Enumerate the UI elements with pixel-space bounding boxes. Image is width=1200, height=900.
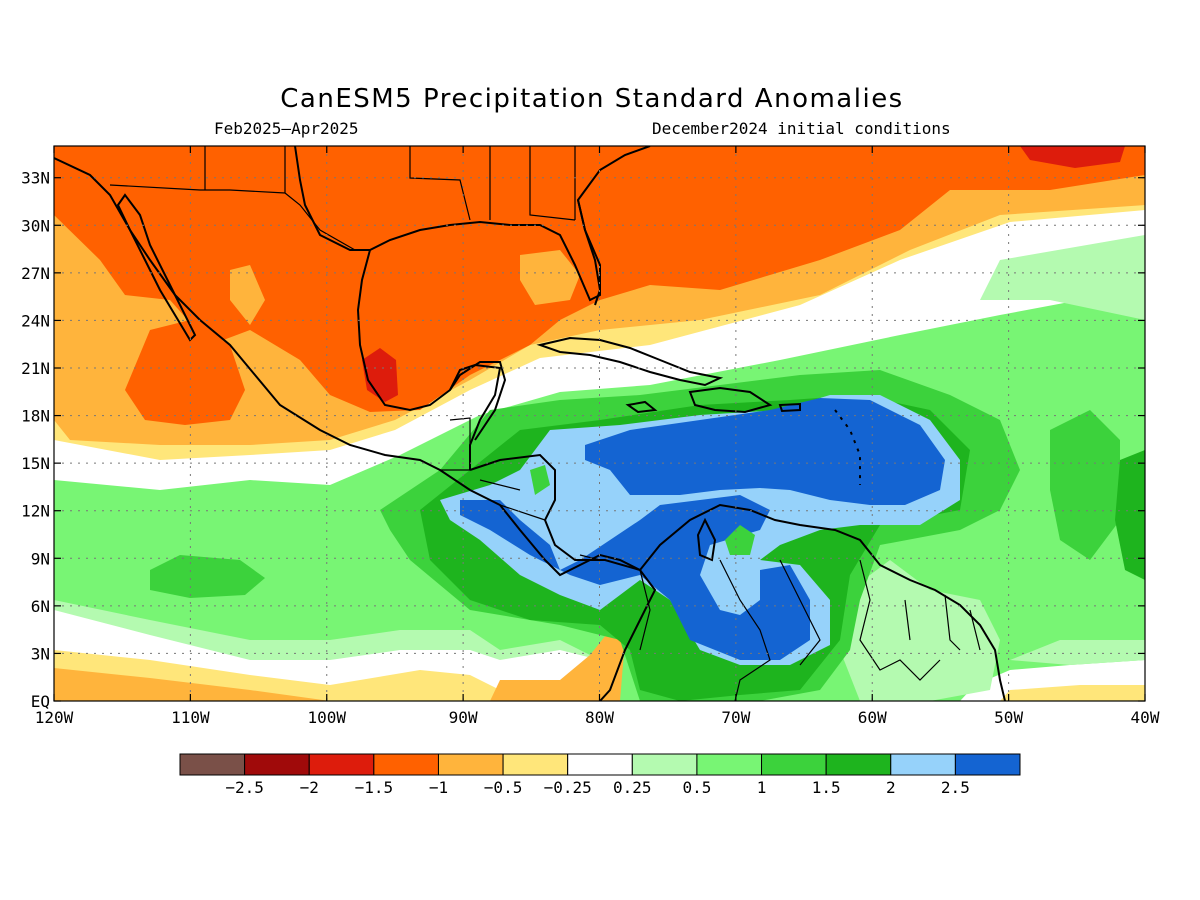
colorbar-swatch bbox=[696, 753, 763, 776]
lon-tick-label: 80W bbox=[585, 708, 614, 727]
field-blue-caribbean bbox=[460, 495, 810, 660]
lat-tick-label: 27N bbox=[21, 264, 50, 283]
colorbar-label: −2.5 bbox=[225, 778, 264, 797]
lat-tick-label: EQ bbox=[31, 692, 50, 711]
colorbar-label: 2.5 bbox=[941, 778, 970, 797]
coast-jamaica bbox=[625, 400, 658, 414]
colorbar: −2.5 −2 −1.5 −1 −0.5 −0.25 0.25 0.5 1 1.5 2 2.5 bbox=[179, 753, 1021, 797]
coast-florida bbox=[577, 199, 602, 306]
lon-tick-label: 60W bbox=[858, 708, 887, 727]
initial-conditions: December2024 initial conditions bbox=[652, 119, 951, 138]
colorbar-label: −1.5 bbox=[355, 778, 394, 797]
field-orange-mexico-west bbox=[125, 320, 245, 425]
lat-tick-label: 30N bbox=[21, 216, 50, 235]
lon-tick-label: 50W bbox=[994, 708, 1023, 727]
colorbar-label: −1 bbox=[429, 778, 448, 797]
lat-tick-label: 33N bbox=[21, 169, 50, 188]
colorbar-swatch bbox=[502, 753, 569, 776]
colorbar-swatch bbox=[954, 753, 1021, 776]
field-lightorange-gulf-1 bbox=[520, 250, 580, 305]
field-yellow-southeast bbox=[1000, 685, 1145, 701]
colorbar-label: −0.5 bbox=[484, 778, 523, 797]
colorbar-label: −0.25 bbox=[544, 778, 592, 797]
colorbar-label: 1.5 bbox=[812, 778, 841, 797]
field-blue-caribbean-north bbox=[585, 398, 945, 505]
lon-tick-label: 70W bbox=[721, 708, 750, 727]
colorbar-label: 2 bbox=[886, 778, 896, 797]
colorbar-swatch bbox=[890, 753, 956, 776]
colorbar-swatch bbox=[761, 753, 827, 776]
lat-tick-label: 21N bbox=[21, 359, 50, 378]
colorbar-swatch bbox=[179, 753, 246, 776]
field-green-atlantic-east bbox=[1050, 410, 1120, 560]
lat-tick-label: 3N bbox=[31, 644, 50, 663]
lon-tick-label: 110W bbox=[171, 708, 210, 727]
lat-tick-label: 24N bbox=[21, 311, 50, 330]
field-lightorange-mexico bbox=[230, 265, 265, 325]
coast-maracaibo bbox=[696, 517, 717, 562]
field-lightgreen-southeast bbox=[1010, 640, 1145, 665]
chart-title: CanESM5 Precipitation Standard Anomalies bbox=[280, 84, 904, 114]
field-lightorange-south-2 bbox=[490, 630, 625, 701]
colorbar-swatch bbox=[825, 753, 892, 776]
lon-tick-label: 90W bbox=[449, 708, 478, 727]
field-darkgreen-atlantic-east bbox=[1115, 450, 1145, 580]
lat-tick-label: 6N bbox=[31, 597, 50, 616]
colorbar-swatch bbox=[244, 753, 310, 776]
latitude-axis: 33N 30N 27N 24N 21N 18N 15N 12N 9N 6N 3N EQ bbox=[21, 169, 1145, 711]
lat-tick-label: 12N bbox=[21, 502, 50, 521]
coast-central-america-east bbox=[469, 453, 641, 571]
coast-cuba bbox=[536, 336, 724, 387]
border-central-america bbox=[440, 417, 601, 561]
colorbar-label: 0.5 bbox=[682, 778, 711, 797]
border-us-states bbox=[204, 146, 576, 221]
coast-south-america-north bbox=[639, 503, 1006, 701]
graticule bbox=[54, 146, 1145, 701]
forecast-period: Feb2025–Apr2025 bbox=[214, 119, 359, 138]
lat-tick-label: 9N bbox=[31, 549, 50, 568]
coastlines bbox=[54, 146, 1006, 701]
colorbar-swatch bbox=[373, 753, 439, 776]
coast-yucatan bbox=[449, 361, 507, 441]
longitude-axis: 120W 110W 100W 90W 80W 70W 60W 50W 40W bbox=[35, 146, 1160, 727]
colorbar-swatch bbox=[631, 753, 698, 776]
border-south-america bbox=[639, 559, 981, 701]
field-green-pacific bbox=[150, 555, 265, 598]
field-lightgreen-guiana bbox=[840, 560, 1000, 701]
field-green-patch-venezuela bbox=[725, 525, 755, 555]
colorbar-swatch bbox=[437, 753, 504, 776]
borders bbox=[109, 146, 981, 701]
lon-tick-label: 100W bbox=[307, 708, 346, 727]
field-green-patch-honduras bbox=[530, 465, 550, 495]
field-red-mexico bbox=[362, 348, 398, 402]
coast-gulf-mexico bbox=[356, 249, 502, 470]
lat-tick-label: 18N bbox=[21, 407, 50, 426]
anomaly-field bbox=[54, 146, 1145, 701]
colorbar-label: 0.25 bbox=[613, 778, 652, 797]
coast-hispaniola bbox=[688, 386, 773, 414]
field-lightorange-south bbox=[54, 668, 330, 701]
colorbar-label: −2 bbox=[300, 778, 319, 797]
lat-tick-label: 15N bbox=[21, 454, 50, 473]
coast-puerto-rico bbox=[778, 402, 801, 413]
coast-antilles bbox=[834, 409, 861, 485]
colorbar-swatch bbox=[567, 753, 633, 776]
field-lightgreen-northeast bbox=[980, 235, 1145, 320]
lon-tick-label: 120W bbox=[35, 708, 74, 727]
lon-tick-label: 40W bbox=[1131, 708, 1160, 727]
field-red-northeast bbox=[1020, 146, 1125, 168]
colorbar-swatch bbox=[308, 753, 375, 776]
colorbar-label: 1 bbox=[757, 778, 767, 797]
